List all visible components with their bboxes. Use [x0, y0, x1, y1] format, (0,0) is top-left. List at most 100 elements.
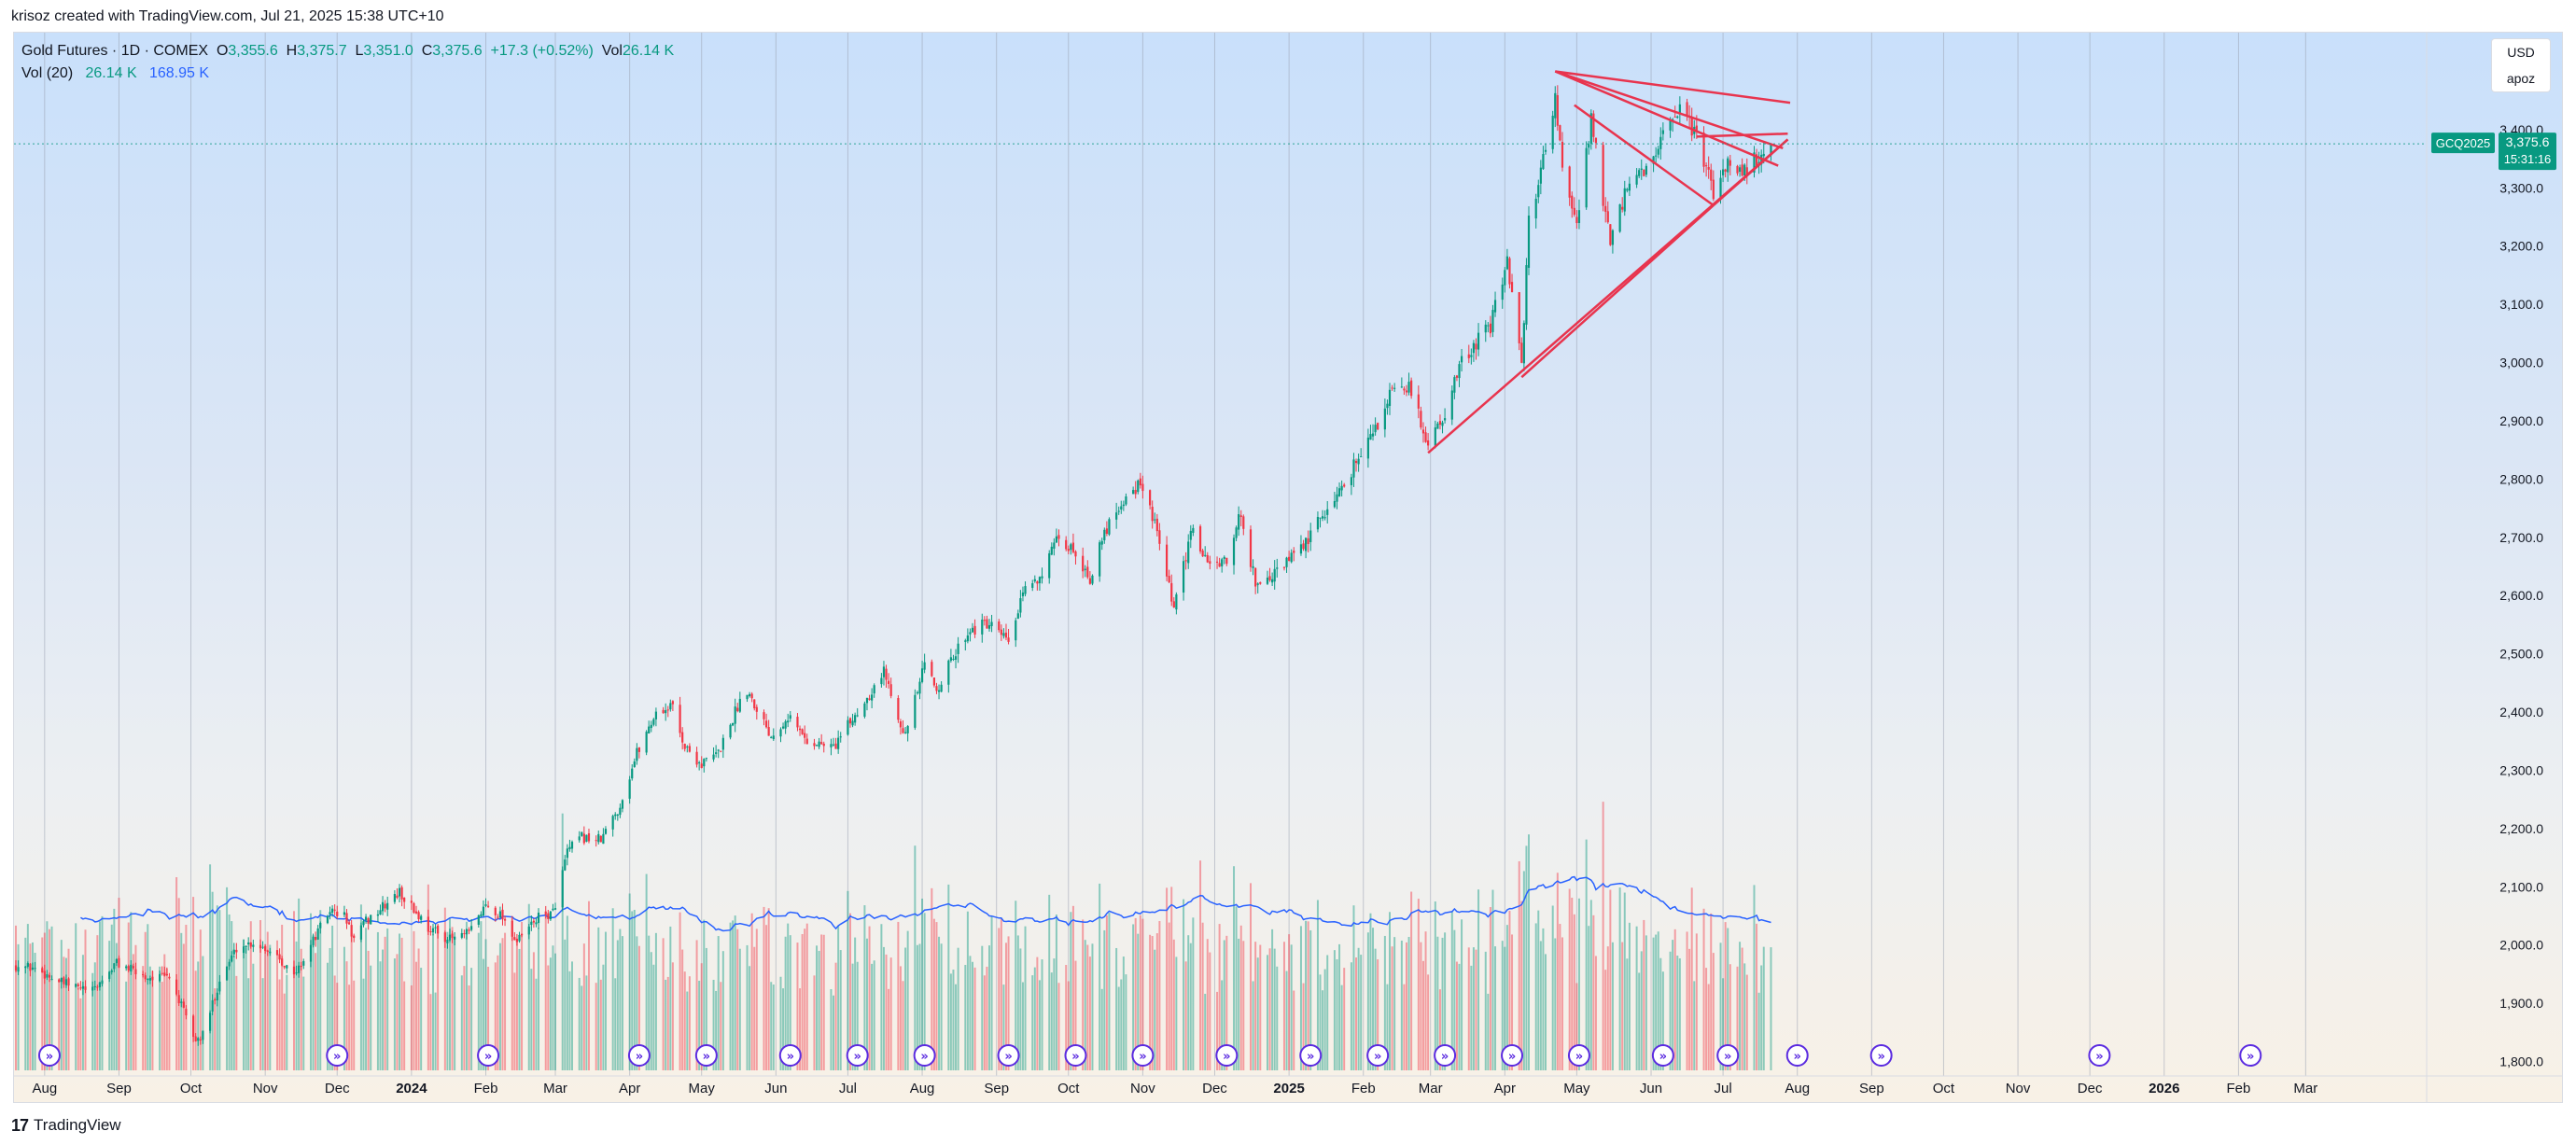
volume-bar — [1727, 928, 1729, 1070]
volume-bar — [1250, 883, 1252, 1070]
volume-bar — [1021, 982, 1024, 1070]
volume-bar — [454, 936, 456, 1070]
volume-bar — [1491, 889, 1494, 1070]
event-marker-glyph: » — [1139, 1050, 1146, 1064]
volume-bar — [211, 891, 214, 1070]
candle-body — [932, 677, 936, 686]
candle-body — [1504, 270, 1506, 286]
candle-body — [732, 722, 735, 726]
candle-body — [581, 831, 583, 836]
candle-body — [298, 965, 301, 973]
volume-bar — [851, 963, 854, 1070]
volume-bar — [177, 898, 180, 1070]
candle-body — [544, 911, 547, 915]
volume-bar — [998, 928, 1001, 1070]
candle-body — [1585, 147, 1588, 208]
candle-body — [252, 944, 255, 947]
volume-bar — [1420, 942, 1422, 1070]
volume-bar — [243, 939, 245, 1070]
candle-body — [1738, 167, 1742, 172]
volume-bar — [1343, 968, 1346, 1070]
price-tick-label: 2,000.0 — [2499, 938, 2543, 953]
chart-area[interactable]: Aug Sep Oct Nov Dec 2024 Feb Mar Apr May Jun Jul Aug… — [13, 32, 2563, 1103]
volume-bar — [1117, 986, 1120, 1070]
volume-bar — [249, 921, 252, 1070]
volume-bar — [671, 962, 674, 1070]
candle-body — [1050, 546, 1053, 555]
volume-bar — [151, 970, 154, 1070]
volume-bar — [566, 915, 568, 1070]
volume-bar — [1575, 983, 1578, 1070]
volume-bar — [1678, 958, 1681, 1070]
candle-body — [1436, 423, 1439, 429]
volume-bar — [147, 924, 149, 1070]
volume-bar — [1638, 972, 1641, 1070]
candle-body — [738, 698, 741, 712]
currency-label[interactable]: USD — [2507, 45, 2535, 60]
price-tag-value: 3,375.6 — [2506, 134, 2550, 149]
event-marker-icon — [1785, 1044, 1809, 1067]
candle-body — [1472, 342, 1476, 354]
volume-bar — [1609, 889, 1612, 1070]
volume-bar — [232, 956, 235, 1070]
volume-bar — [1722, 978, 1725, 1070]
candle-body — [1223, 556, 1225, 559]
candle-body — [498, 911, 502, 918]
volume-bar — [1015, 901, 1017, 1070]
candle-body — [454, 936, 456, 940]
candle-body — [1505, 256, 1508, 270]
candle-body — [856, 715, 859, 717]
candle-body — [966, 635, 969, 642]
candle-body — [1256, 583, 1259, 585]
candle-body — [1184, 560, 1187, 562]
volume-bar — [1756, 923, 1758, 1070]
candle-body — [616, 814, 619, 817]
candle-body — [168, 976, 171, 979]
candle-body — [753, 699, 756, 709]
user-label[interactable]: apoz — [2506, 71, 2536, 86]
candle-body — [789, 715, 791, 719]
candle-body — [1316, 516, 1320, 530]
candle-body — [1249, 529, 1253, 567]
volume-bar — [581, 985, 583, 1070]
volume-bar — [882, 946, 885, 1070]
candle-body — [662, 709, 665, 714]
volume-bar — [359, 904, 362, 1070]
candle-body — [1336, 494, 1338, 502]
volume-bar — [1377, 959, 1379, 1070]
symbol-title[interactable]: Gold Futures · 1D · COMEX — [21, 43, 209, 59]
volume-bar — [309, 913, 312, 1070]
candle-body — [192, 1015, 195, 1038]
chart-svg[interactable]: Aug Sep Oct Nov Dec 2024 Feb Mar Apr May Jun Jul Aug… — [14, 33, 2563, 1103]
volume-bar — [231, 921, 233, 1070]
volume-bar — [1132, 924, 1135, 1070]
currency-box[interactable]: USD apoz — [2491, 38, 2551, 92]
volume-bar — [84, 929, 87, 1070]
candle-body — [582, 833, 585, 844]
volume-bar — [820, 934, 823, 1070]
volume-bar — [1125, 974, 1127, 1070]
volume-bar — [1640, 951, 1643, 1070]
volume-bar — [343, 946, 345, 1070]
candle-body — [470, 926, 473, 930]
price-tick-label: 2,400.0 — [2499, 705, 2543, 719]
volume-bar — [1544, 954, 1547, 1070]
candle-body — [1484, 324, 1487, 333]
candle-body — [715, 752, 718, 754]
candle-body — [527, 926, 530, 935]
volume-bar — [110, 924, 113, 1070]
volume-bar — [17, 943, 20, 1070]
volume-bar — [1635, 926, 1638, 1070]
candle-body — [468, 929, 470, 931]
volume-bar — [1551, 905, 1554, 1070]
volume-bar — [31, 942, 34, 1070]
candle-body — [1427, 440, 1430, 446]
volume-ma-label[interactable]: Vol (20) — [21, 65, 74, 81]
candle-body — [1209, 561, 1211, 565]
candle-body — [1525, 265, 1528, 325]
volume-bar — [1661, 971, 1664, 1070]
candle-body — [848, 718, 852, 724]
volume-bar — [897, 921, 900, 1070]
volume-bar — [235, 975, 238, 1070]
volume-bar — [482, 958, 484, 1070]
